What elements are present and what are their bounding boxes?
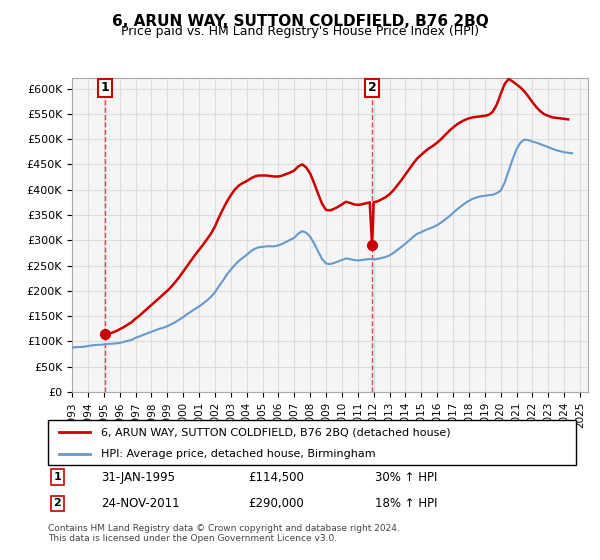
Text: £114,500: £114,500	[248, 470, 305, 484]
Text: 31-JAN-1995: 31-JAN-1995	[101, 470, 175, 484]
Text: HPI: Average price, detached house, Birmingham: HPI: Average price, detached house, Birm…	[101, 449, 376, 459]
Text: 1: 1	[53, 472, 61, 482]
Text: Price paid vs. HM Land Registry's House Price Index (HPI): Price paid vs. HM Land Registry's House …	[121, 25, 479, 38]
Text: 24-NOV-2011: 24-NOV-2011	[101, 497, 179, 510]
Text: 6, ARUN WAY, SUTTON COLDFIELD, B76 2BQ (detached house): 6, ARUN WAY, SUTTON COLDFIELD, B76 2BQ (…	[101, 427, 451, 437]
FancyBboxPatch shape	[48, 420, 576, 465]
Text: £290,000: £290,000	[248, 497, 304, 510]
Text: 18% ↑ HPI: 18% ↑ HPI	[376, 497, 438, 510]
Text: 2: 2	[53, 498, 61, 508]
Text: 30% ↑ HPI: 30% ↑ HPI	[376, 470, 438, 484]
Text: Contains HM Land Registry data © Crown copyright and database right 2024.
This d: Contains HM Land Registry data © Crown c…	[48, 524, 400, 543]
Text: 2: 2	[368, 81, 376, 94]
Text: 1: 1	[101, 81, 109, 94]
Text: 6, ARUN WAY, SUTTON COLDFIELD, B76 2BQ: 6, ARUN WAY, SUTTON COLDFIELD, B76 2BQ	[112, 14, 488, 29]
